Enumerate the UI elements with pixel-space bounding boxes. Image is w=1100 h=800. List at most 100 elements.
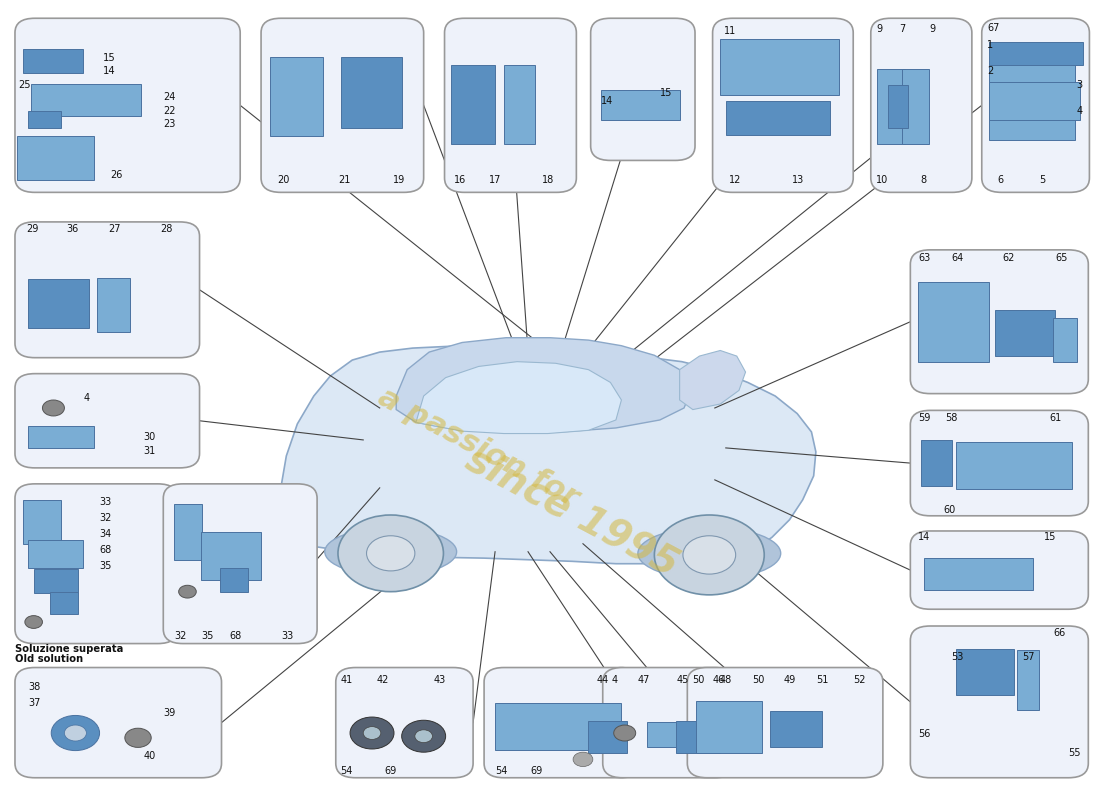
Text: 40: 40 — [143, 751, 156, 761]
FancyBboxPatch shape — [15, 484, 177, 643]
FancyBboxPatch shape — [444, 18, 576, 192]
Text: 50: 50 — [752, 674, 764, 685]
Circle shape — [614, 725, 636, 741]
Text: 17: 17 — [488, 175, 502, 186]
Polygon shape — [680, 350, 746, 410]
FancyBboxPatch shape — [336, 667, 473, 778]
Text: 33: 33 — [280, 630, 293, 641]
FancyBboxPatch shape — [15, 222, 199, 358]
Text: 39: 39 — [163, 708, 176, 718]
FancyBboxPatch shape — [484, 667, 640, 778]
Circle shape — [573, 752, 593, 766]
Bar — [23, 49, 84, 73]
Bar — [200, 532, 261, 580]
Circle shape — [65, 725, 87, 741]
Text: 23: 23 — [163, 119, 176, 130]
Text: 59: 59 — [918, 413, 931, 422]
Text: 14: 14 — [601, 95, 613, 106]
Bar — [220, 568, 248, 592]
FancyBboxPatch shape — [15, 374, 199, 468]
Text: 14: 14 — [103, 66, 116, 76]
Text: 50: 50 — [692, 674, 704, 685]
Text: 15: 15 — [103, 53, 116, 63]
Text: 61: 61 — [1049, 413, 1063, 422]
FancyBboxPatch shape — [911, 531, 1088, 610]
FancyBboxPatch shape — [911, 410, 1088, 516]
Text: 21: 21 — [339, 175, 351, 186]
Text: 62: 62 — [1002, 253, 1015, 263]
Text: 30: 30 — [143, 432, 156, 442]
Text: 33: 33 — [100, 498, 112, 507]
Text: 13: 13 — [792, 175, 804, 186]
Text: 43: 43 — [434, 674, 447, 685]
Bar — [696, 701, 762, 753]
Circle shape — [363, 726, 381, 739]
Text: 41: 41 — [341, 674, 353, 685]
Circle shape — [338, 515, 443, 592]
Circle shape — [350, 717, 394, 749]
Text: 42: 42 — [377, 674, 389, 685]
Text: 22: 22 — [163, 106, 176, 116]
Bar — [98, 278, 130, 332]
Text: 51: 51 — [816, 674, 828, 685]
Text: since 1995: since 1995 — [460, 440, 684, 584]
Text: 35: 35 — [201, 630, 214, 641]
Bar — [34, 570, 78, 594]
Bar — [270, 57, 322, 137]
Text: Soluzione superata: Soluzione superata — [15, 644, 123, 654]
Polygon shape — [280, 346, 816, 564]
Text: 47: 47 — [638, 674, 650, 685]
Text: 2: 2 — [987, 66, 993, 76]
Bar — [902, 69, 930, 145]
Bar — [957, 649, 1013, 695]
Text: Old solution: Old solution — [15, 654, 84, 664]
Bar — [51, 592, 78, 614]
Text: 16: 16 — [454, 175, 466, 186]
Text: 66: 66 — [1053, 628, 1066, 638]
Text: 44: 44 — [596, 674, 609, 685]
Text: 68: 68 — [229, 630, 242, 641]
FancyBboxPatch shape — [688, 667, 883, 778]
Circle shape — [683, 536, 736, 574]
Bar — [588, 721, 627, 753]
Text: 67: 67 — [987, 23, 1000, 33]
FancyBboxPatch shape — [982, 18, 1089, 192]
Text: 31: 31 — [143, 446, 156, 456]
Text: 60: 60 — [944, 506, 956, 515]
Text: 45: 45 — [676, 674, 689, 685]
Text: 29: 29 — [26, 224, 39, 234]
Circle shape — [415, 730, 432, 742]
Bar — [720, 39, 839, 95]
Bar — [451, 65, 495, 145]
Text: 8: 8 — [921, 175, 926, 186]
Text: 9: 9 — [877, 24, 882, 34]
Bar — [770, 711, 823, 747]
Text: 48: 48 — [719, 674, 732, 685]
Bar — [1016, 650, 1038, 710]
FancyBboxPatch shape — [261, 18, 424, 192]
Bar — [676, 721, 720, 753]
Text: 28: 28 — [160, 224, 173, 234]
Bar — [341, 57, 402, 129]
Text: 56: 56 — [918, 729, 931, 739]
Text: 26: 26 — [111, 170, 123, 180]
Circle shape — [43, 400, 65, 416]
Text: 12: 12 — [729, 175, 741, 186]
Text: 32: 32 — [174, 630, 187, 641]
Text: 4: 4 — [612, 674, 617, 685]
Bar — [989, 42, 1082, 65]
Bar — [601, 90, 680, 121]
Text: 27: 27 — [109, 224, 121, 234]
FancyBboxPatch shape — [603, 667, 735, 778]
Text: 68: 68 — [100, 545, 112, 555]
Bar — [174, 504, 201, 560]
Bar — [32, 84, 141, 116]
Text: 5: 5 — [1040, 175, 1045, 186]
Text: 34: 34 — [100, 529, 112, 539]
Bar — [29, 426, 95, 448]
Text: 64: 64 — [952, 253, 964, 263]
Bar — [918, 282, 989, 362]
Text: 35: 35 — [100, 561, 112, 571]
Text: 69: 69 — [385, 766, 397, 775]
Bar — [29, 111, 62, 129]
